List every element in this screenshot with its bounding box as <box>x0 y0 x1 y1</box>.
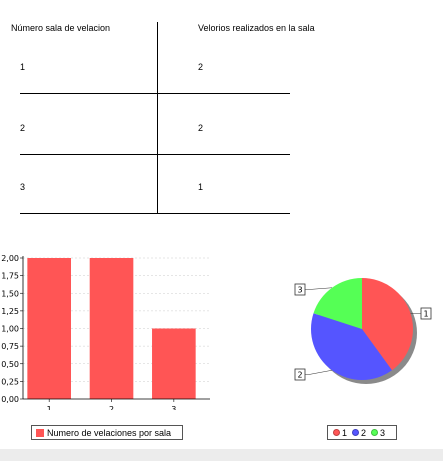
pie-leader-line <box>305 369 333 375</box>
legend-label: 3 <box>380 427 386 438</box>
x-tick-label: 2 <box>109 405 114 410</box>
pie-label: 3 <box>297 286 302 295</box>
y-tick-label: 0,50 <box>1 360 19 369</box>
legend-dot-icon <box>333 429 340 436</box>
footer-bar <box>0 449 443 461</box>
pie-chart: 1 2 3 <box>294 278 432 384</box>
legend-label: 1 <box>342 427 348 438</box>
y-tick-label: 2,00 <box>1 254 19 263</box>
table-cell: 1 <box>198 182 204 192</box>
pie-label-box <box>294 283 306 296</box>
bar <box>27 258 71 399</box>
bar <box>152 328 196 399</box>
pie-slice <box>362 278 413 371</box>
y-tick-label: 1,50 <box>1 289 19 298</box>
legend-label: 2 <box>361 427 367 438</box>
table-cell: 1 <box>20 62 26 72</box>
y-tick-label: 0,00 <box>1 395 19 404</box>
y-tick-label: 0,75 <box>1 342 19 351</box>
pie-slice <box>311 313 392 380</box>
table-row-divider <box>20 213 290 214</box>
x-tick-label: 1 <box>47 405 52 410</box>
pie-label-box <box>420 307 432 320</box>
legend-dot-icon <box>352 429 360 436</box>
y-tick-label: 0,25 <box>1 377 19 386</box>
bar-chart-legend: Numero de velaciones por sala <box>31 425 183 440</box>
table-cell: 3 <box>20 182 26 192</box>
legend-series-label: Numero de velaciones por sala <box>47 427 172 438</box>
bar <box>89 258 134 399</box>
pie-leader-line <box>305 287 333 290</box>
pie-label: 1 <box>423 310 428 319</box>
pie-slice <box>313 278 362 329</box>
table-cell: 2 <box>20 123 26 133</box>
table-cell: 2 <box>198 123 204 133</box>
table-column-divider <box>157 22 158 214</box>
table-row-divider <box>20 154 290 155</box>
pie-label-box <box>294 368 306 381</box>
legend-dot-icon <box>371 429 379 436</box>
table-header-velorios: Velorios realizados en la sala <box>198 23 315 33</box>
legend-swatch-icon <box>36 428 44 437</box>
bar-chart: 0,00 0,25 0,50 0,75 1,00 1,25 1,50 1,75 2,00 1 2 3 <box>1 254 210 410</box>
y-tick-label: 1,75 <box>1 272 19 281</box>
x-tick-label: 3 <box>171 405 176 410</box>
table-row-divider <box>20 93 290 94</box>
y-tick-label: 1,00 <box>1 325 19 334</box>
y-tick-label: 1,25 <box>1 307 19 316</box>
table-cell: 2 <box>198 62 204 72</box>
pie-label: 2 <box>297 371 302 380</box>
table-header-sala: Número sala de velacion <box>11 23 111 33</box>
pie-chart-legend: 1 2 3 <box>327 425 397 440</box>
